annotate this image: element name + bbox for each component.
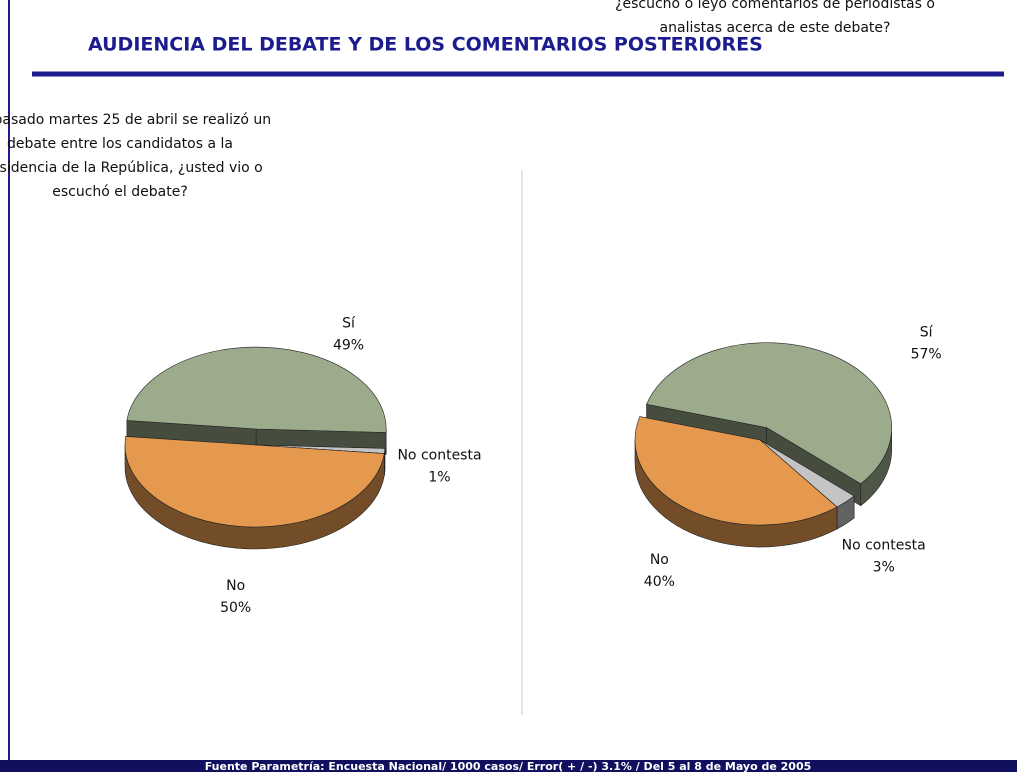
slice-top — [634, 416, 838, 526]
pie-slice — [634, 416, 838, 548]
slice-value-label: 3% — [873, 559, 895, 575]
slice-label: Sí — [920, 325, 934, 341]
slice-value-label: 50% — [220, 600, 251, 616]
slice-value-label: 1% — [428, 469, 450, 485]
pie-slice — [124, 436, 385, 550]
slice-top — [646, 342, 892, 485]
slice-value-label: 40% — [644, 574, 675, 590]
footer-source: Fuente Parametría: Encuesta Nacional/ 10… — [205, 760, 812, 772]
slice-label: Sí — [342, 315, 356, 331]
slice-label: No contesta — [397, 447, 481, 463]
pie-subtitle: Presidencia de la República, ¿usted vio … — [0, 160, 263, 176]
slice-label: No contesta — [842, 537, 926, 553]
pie-subtitle: ¿El pasado martes 25 de abril se realizó… — [0, 112, 271, 128]
slice-label: No — [650, 552, 669, 568]
page-title: AUDIENCIA DEL DEBATE Y DE LOS COMENTARIO… — [88, 34, 763, 56]
pie-subtitle: analistas acerca de este debate? — [660, 20, 891, 36]
footer-bar — [0, 760, 1017, 772]
pie-subtitle: escuchó el debate? — [52, 184, 188, 200]
slice-top — [126, 346, 387, 433]
pie-subtitle: debate entre los candidatos a la — [7, 136, 233, 152]
slice-value-label: 57% — [911, 347, 942, 363]
pie-subtitle: ¿escuchó o leyó comentarios de periodist… — [615, 0, 935, 12]
slice-top — [124, 436, 385, 528]
slice-label: No — [226, 578, 245, 594]
pie-slice — [126, 346, 387, 455]
slice-value-label: 49% — [333, 337, 364, 353]
